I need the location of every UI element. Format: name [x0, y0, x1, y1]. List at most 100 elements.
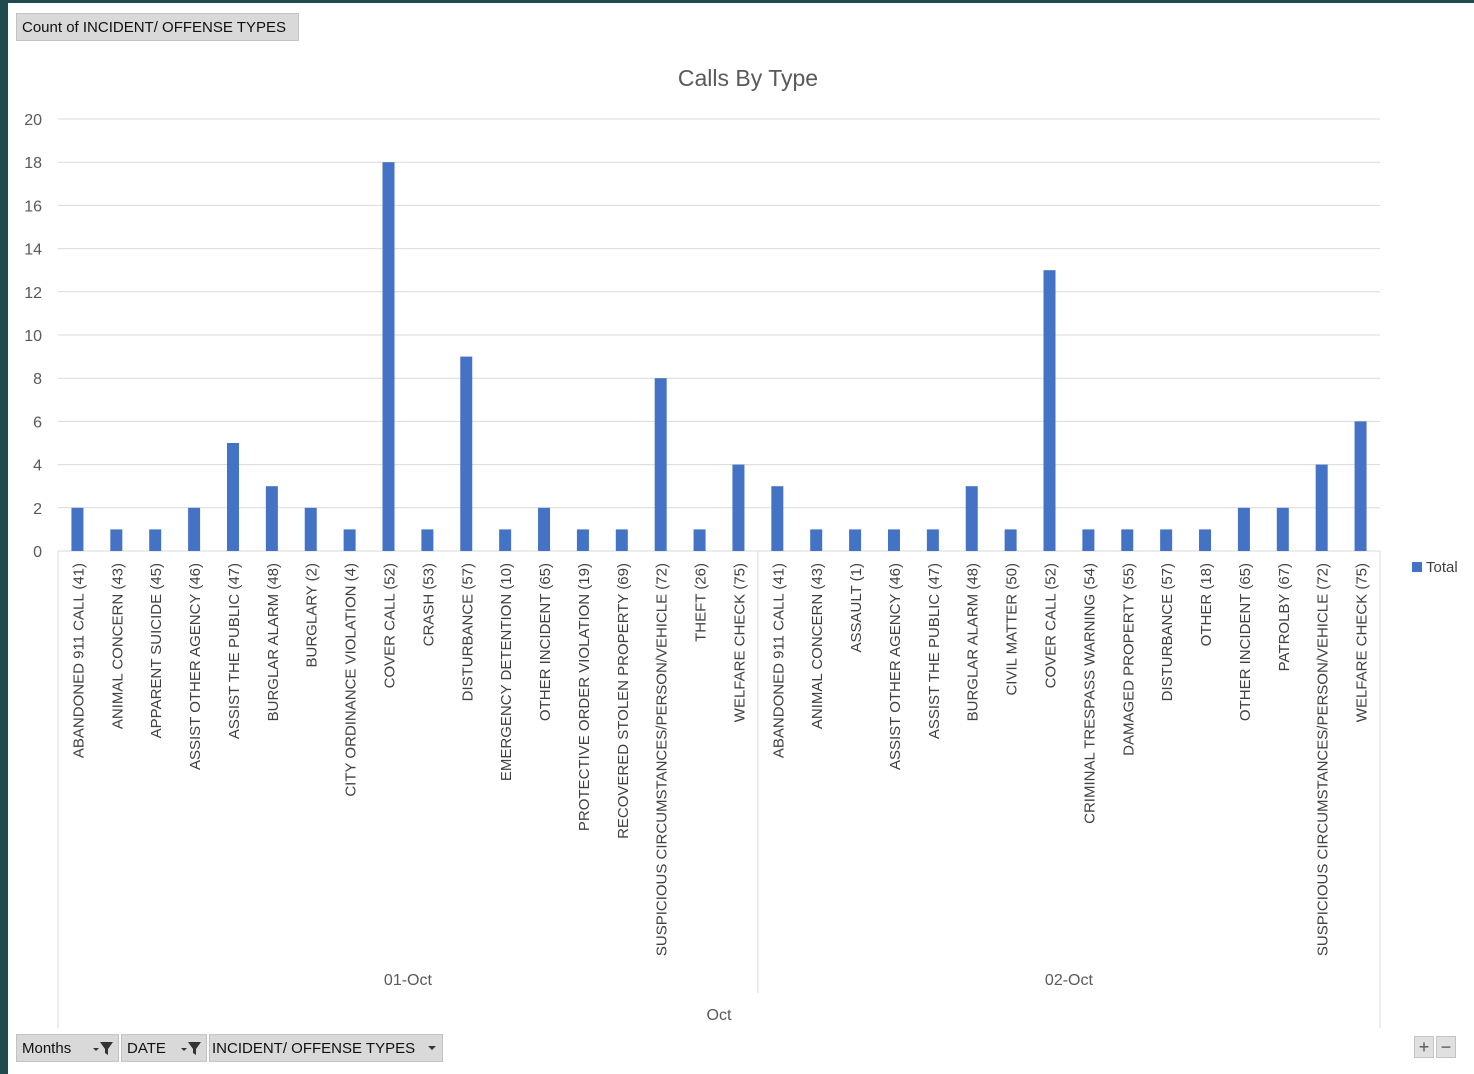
- bar: [421, 529, 434, 551]
- bar: [887, 529, 900, 551]
- bar: [965, 486, 978, 551]
- bar: [732, 464, 745, 551]
- zoom-controls: + −: [1414, 1036, 1456, 1058]
- x-tick-label: ANIMAL CONCERN (43): [109, 563, 126, 729]
- bar: [188, 507, 201, 551]
- x-tick-label: OTHER INCIDENT (65): [537, 563, 554, 721]
- zoom-out-button[interactable]: −: [1436, 1036, 1456, 1058]
- x-tick-label: BURGLAR ALARM (48): [265, 563, 282, 721]
- bar: [343, 529, 356, 551]
- x-tick-label: DISTURBANCE (57): [459, 563, 476, 701]
- bar: [304, 507, 317, 551]
- incident-type-field-button[interactable]: INCIDENT/ OFFENSE TYPES: [209, 1034, 443, 1062]
- value-field-button[interactable]: Count of INCIDENT/ OFFENSE TYPES: [16, 13, 299, 41]
- bar: [265, 486, 278, 551]
- bar: [926, 529, 939, 551]
- chart-title: Calls By Type: [678, 65, 818, 91]
- legend: Total: [1412, 559, 1458, 576]
- bar: [615, 529, 628, 551]
- bar: [71, 507, 84, 551]
- month-group-label: Oct: [707, 1007, 732, 1024]
- date-field-label: DATE: [127, 1039, 166, 1057]
- x-tick-label: CRIMINAL TRESPASS WARNING (54): [1081, 563, 1098, 824]
- zoom-in-button[interactable]: +: [1414, 1036, 1434, 1058]
- dropdown-arrow-icon[interactable]: [426, 1043, 438, 1053]
- legend-swatch: [1412, 562, 1422, 572]
- x-tick-label: BURGLARY (2): [304, 563, 321, 667]
- y-tick-label: 6: [33, 414, 42, 431]
- bar: [1276, 507, 1289, 551]
- x-tick-label: CIVIL MATTER (50): [1004, 563, 1021, 696]
- bar: [1160, 529, 1173, 551]
- bar: [538, 507, 551, 551]
- bar: [849, 529, 862, 551]
- x-tick-label: ABANDONED 911 CALL (41): [70, 563, 87, 758]
- y-tick-label: 4: [33, 458, 42, 475]
- x-tick-label: THEFT (26): [693, 563, 710, 642]
- x-tick-label: DAMAGED PROPERTY (55): [1120, 563, 1137, 756]
- y-tick-label: 12: [24, 285, 42, 302]
- x-tick-label: EMERGENCY DETENTION (10): [498, 563, 515, 781]
- x-axis-labels: ABANDONED 911 CALL (41) ANIMAL CONCERN (4…: [70, 563, 1370, 1024]
- x-tick-label: OTHER INCIDENT (65): [1237, 563, 1254, 721]
- x-tick-label: ABANDONED 911 CALL (41): [770, 563, 787, 758]
- x-tick-label: COVER CALL (52): [1043, 563, 1060, 688]
- y-tick-label: 8: [33, 371, 42, 388]
- bar: [1082, 529, 1095, 551]
- x-tick-label: SUSPICIOUS CIRCUMSTANCES/PERSON/VEHICLE …: [1315, 563, 1332, 956]
- bar: [1199, 529, 1212, 551]
- legend-label-total: Total: [1426, 559, 1458, 576]
- x-tick-label: PATROLBY (67): [1276, 563, 1293, 671]
- bar: [654, 378, 667, 551]
- y-tick-label: 16: [24, 198, 42, 215]
- date-group-label: 01-Oct: [384, 972, 433, 989]
- bar: [1004, 529, 1017, 551]
- bar: [1315, 464, 1328, 551]
- date-group-label: 02-Oct: [1045, 972, 1094, 989]
- x-tick-label: SUSPICIOUS CIRCUMSTANCES/PERSON/VEHICLE …: [654, 563, 671, 956]
- bar: [771, 486, 784, 551]
- x-tick-label: WELFARE CHECK (75): [731, 563, 748, 722]
- bar: [1354, 421, 1367, 551]
- x-tick-label: DISTURBANCE (57): [1159, 563, 1176, 701]
- y-tick-label: 2: [33, 501, 42, 518]
- value-field-label: Count of INCIDENT/ OFFENSE TYPES: [22, 18, 286, 36]
- bar: [110, 529, 123, 551]
- y-tick-label: 10: [24, 328, 42, 345]
- x-tick-label: OTHER (18): [1198, 563, 1215, 646]
- filter-icon[interactable]: [180, 1040, 202, 1056]
- bar: [693, 529, 706, 551]
- x-tick-label: COVER CALL (52): [382, 563, 399, 688]
- y-axis-ticks: 0 2 4 6 8 10 12 14 16 18 20: [24, 112, 42, 561]
- x-tick-label: ANIMAL CONCERN (43): [809, 563, 826, 729]
- filter-icon[interactable]: [92, 1040, 114, 1056]
- bar: [1043, 270, 1056, 551]
- y-tick-label: 14: [24, 242, 42, 259]
- x-tick-label: CRASH (53): [420, 563, 437, 646]
- x-tick-label: ASSAULT (1): [848, 563, 865, 652]
- x-tick-label: ASSIST OTHER AGENCY (46): [887, 563, 904, 770]
- y-tick-label: 18: [24, 155, 42, 172]
- bar: [1237, 507, 1250, 551]
- bar: [226, 443, 239, 551]
- bar: [460, 356, 473, 551]
- x-tick-label: ASSIST THE PUBLIC (47): [226, 563, 243, 739]
- bar: [576, 529, 589, 551]
- bar: [149, 529, 162, 551]
- date-field-button[interactable]: DATE: [121, 1034, 207, 1062]
- x-tick-label: ASSIST THE PUBLIC (47): [926, 563, 943, 739]
- bar: [382, 162, 395, 551]
- months-field-label: Months: [22, 1039, 72, 1057]
- months-field-button[interactable]: Months: [16, 1034, 119, 1062]
- bar: [499, 529, 512, 551]
- x-tick-label: ASSIST OTHER AGENCY (46): [187, 563, 204, 770]
- y-tick-label: 0: [33, 544, 42, 561]
- x-tick-label: PROTECTIVE ORDER VIOLATION (19): [576, 563, 593, 831]
- bar: [1121, 529, 1134, 551]
- x-tick-label: CITY ORDINANCE VIOLATION (4): [343, 563, 360, 797]
- gridlines: [57, 118, 1381, 1028]
- y-tick-label: 20: [24, 112, 42, 129]
- bars: [71, 162, 1367, 551]
- x-tick-label: RECOVERED STOLEN PROPERTY (69): [615, 563, 632, 839]
